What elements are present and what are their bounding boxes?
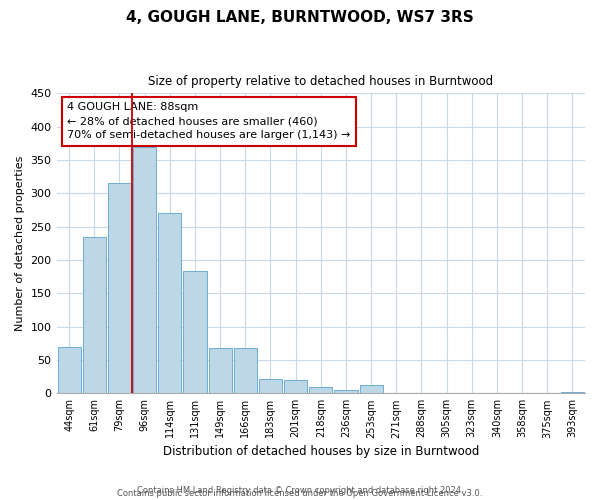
Bar	[83, 236, 106, 394]
Bar	[234, 348, 257, 394]
Bar	[58, 346, 80, 394]
Text: 4, GOUGH LANE, BURNTWOOD, WS7 3RS: 4, GOUGH LANE, BURNTWOOD, WS7 3RS	[126, 10, 474, 25]
Bar	[359, 386, 383, 394]
Bar	[108, 184, 131, 394]
Bar	[209, 348, 232, 394]
Bar	[133, 146, 156, 394]
Title: Size of property relative to detached houses in Burntwood: Size of property relative to detached ho…	[148, 75, 493, 88]
Bar	[184, 272, 206, 394]
Bar	[561, 392, 584, 394]
Bar	[334, 390, 358, 394]
Y-axis label: Number of detached properties: Number of detached properties	[15, 156, 25, 331]
Bar	[259, 378, 282, 394]
Text: 4 GOUGH LANE: 88sqm
← 28% of detached houses are smaller (460)
70% of semi-detac: 4 GOUGH LANE: 88sqm ← 28% of detached ho…	[67, 102, 350, 141]
X-axis label: Distribution of detached houses by size in Burntwood: Distribution of detached houses by size …	[163, 444, 479, 458]
Bar	[284, 380, 307, 394]
Text: Contains public sector information licensed under the Open Government Licence v3: Contains public sector information licen…	[118, 488, 482, 498]
Bar	[309, 386, 332, 394]
Bar	[158, 214, 181, 394]
Text: Contains HM Land Registry data © Crown copyright and database right 2024.: Contains HM Land Registry data © Crown c…	[137, 486, 463, 495]
